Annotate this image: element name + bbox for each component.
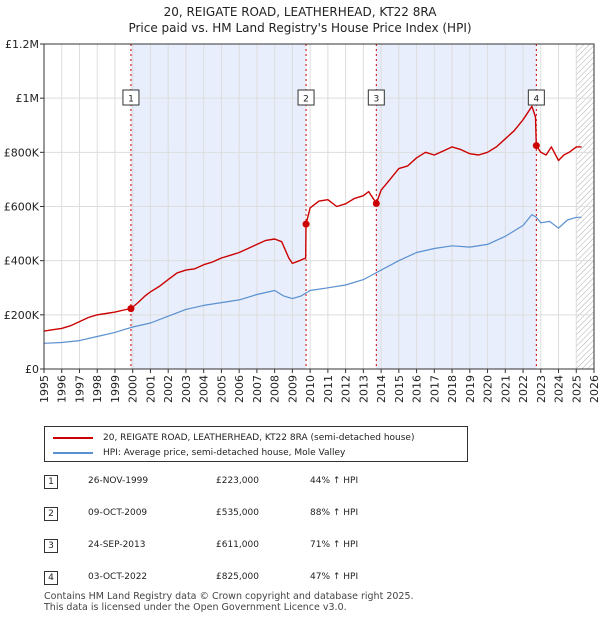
x-tick-label: 2007: [251, 375, 264, 403]
footer-attribution: Contains HM Land Registry data © Crown c…: [44, 591, 414, 613]
legend-swatch-property: [53, 437, 93, 439]
x-tick-label: 2018: [446, 375, 459, 403]
x-tick-label: 2020: [482, 375, 495, 403]
x-tick-label: 2006: [233, 375, 246, 403]
y-tick-label: £200K: [4, 309, 40, 322]
legend-label-hpi: HPI: Average price, semi-detached house,…: [103, 448, 346, 458]
legend: 20, REIGATE ROAD, LEATHERHEAD, KT22 8RA …: [44, 426, 468, 462]
sale-point: [532, 142, 540, 150]
x-tick-label: 2016: [411, 375, 424, 403]
footer-copyright: Contains HM Land Registry data © Crown c…: [44, 591, 414, 602]
sale-hpi-change: 44% ↑ HPI: [310, 476, 359, 486]
x-tick-label: 2012: [340, 375, 353, 403]
sale-date: 24-SEP-2013: [88, 540, 146, 550]
x-tick-label: 2026: [588, 375, 600, 403]
y-tick-label: £1M: [16, 92, 40, 105]
x-tick-label: 1997: [73, 375, 86, 403]
x-tick-label: 2017: [428, 375, 441, 403]
sale-point: [372, 200, 380, 208]
sale-row: 4 03-OCT-2022 £825,000 47% ↑ HPI: [44, 569, 444, 589]
x-tick-label: 2001: [144, 375, 157, 403]
chart-title: 20, REIGATE ROAD, LEATHERHEAD, KT22 8RA: [163, 5, 437, 19]
legend-label-property: 20, REIGATE ROAD, LEATHERHEAD, KT22 8RA …: [103, 433, 415, 443]
x-tick-label: 2013: [357, 375, 370, 403]
sale-number-badge: 2: [44, 507, 58, 521]
x-tick-label: 2025: [570, 375, 583, 403]
sale-point: [302, 220, 310, 228]
sale-marker-label: 4: [533, 95, 539, 105]
x-tick-label: 2002: [162, 375, 175, 403]
sale-date: 09-OCT-2009: [88, 508, 148, 518]
y-tick-label: £600K: [4, 201, 40, 214]
sale-price: £825,000: [216, 572, 259, 582]
chart-subtitle: Price paid vs. HM Land Registry's House …: [128, 21, 472, 35]
sale-row: 3 24-SEP-2013 £611,000 71% ↑ HPI: [44, 537, 444, 557]
sale-marker-box: [367, 89, 385, 106]
sale-hpi-change: 47% ↑ HPI: [310, 572, 359, 582]
x-tick-label: 2003: [180, 375, 193, 403]
sale-row: 1 26-NOV-1999 £223,000 44% ↑ HPI: [44, 473, 444, 493]
price-chart: 1 2 3 4 £0 £200K £400K £600K £800K £1M £1.2M 1995 1…: [4, 38, 600, 403]
sale-number-badge: 4: [44, 571, 58, 585]
y-tick-label: £0: [25, 363, 39, 376]
sale-date: 26-NOV-1999: [88, 476, 149, 486]
y-tick-label: £1.2M: [5, 38, 39, 51]
x-tick-label: 2011: [322, 375, 335, 403]
x-tick-label: 2005: [215, 375, 228, 403]
legend-entry-property: 20, REIGATE ROAD, LEATHERHEAD, KT22 8RA …: [53, 431, 414, 445]
x-tick-label: 1996: [56, 375, 69, 403]
sale-marker-box: [122, 89, 140, 106]
x-tick-label: 1999: [109, 375, 122, 403]
sale-date: 03-OCT-2022: [88, 572, 148, 582]
sale-marker-label: 3: [373, 95, 379, 105]
sale-price: £223,000: [216, 476, 259, 486]
sale-marker-label: 2: [303, 95, 309, 105]
x-tick-label: 1998: [91, 375, 104, 403]
x-tick-label: 2010: [304, 375, 317, 403]
sale-marker-box: [527, 89, 545, 106]
sale-price: £611,000: [216, 540, 259, 550]
x-tick-label: 2004: [198, 375, 211, 403]
x-tick-label: 2022: [517, 375, 530, 403]
sale-row: 2 09-OCT-2009 £535,000 88% ↑ HPI: [44, 505, 444, 525]
x-tick-label: 2015: [393, 375, 406, 403]
x-tick-label: 2000: [127, 375, 140, 403]
sale-point: [127, 305, 135, 313]
x-tick-label: 1995: [38, 375, 51, 403]
legend-swatch-hpi: [53, 452, 93, 454]
sale-marker-box: [297, 89, 315, 106]
sale-hpi-change: 71% ↑ HPI: [310, 540, 359, 550]
x-tick-label: 2024: [553, 375, 566, 403]
hpi-line: [43, 214, 582, 344]
footer-licence: This data is licensed under the Open Gov…: [44, 602, 347, 613]
x-tick-label: 2023: [535, 375, 548, 403]
x-tick-label: 2014: [375, 375, 388, 403]
x-tick-label: 2009: [286, 375, 299, 403]
y-tick-label: £400K: [4, 255, 40, 268]
sale-number-badge: 1: [44, 475, 58, 489]
sale-number-badge: 3: [44, 539, 58, 553]
x-tick-label: 2019: [464, 375, 477, 403]
y-tick-label: £800K: [4, 146, 40, 159]
property-price-line: [43, 105, 582, 332]
sale-hpi-change: 88% ↑ HPI: [310, 508, 359, 518]
x-tick-label: 2021: [499, 375, 512, 403]
sale-price: £535,000: [216, 508, 259, 518]
x-tick-label: 2008: [269, 375, 282, 403]
sale-marker-label: 1: [128, 95, 134, 105]
legend-entry-hpi: HPI: Average price, semi-detached house,…: [53, 446, 345, 460]
